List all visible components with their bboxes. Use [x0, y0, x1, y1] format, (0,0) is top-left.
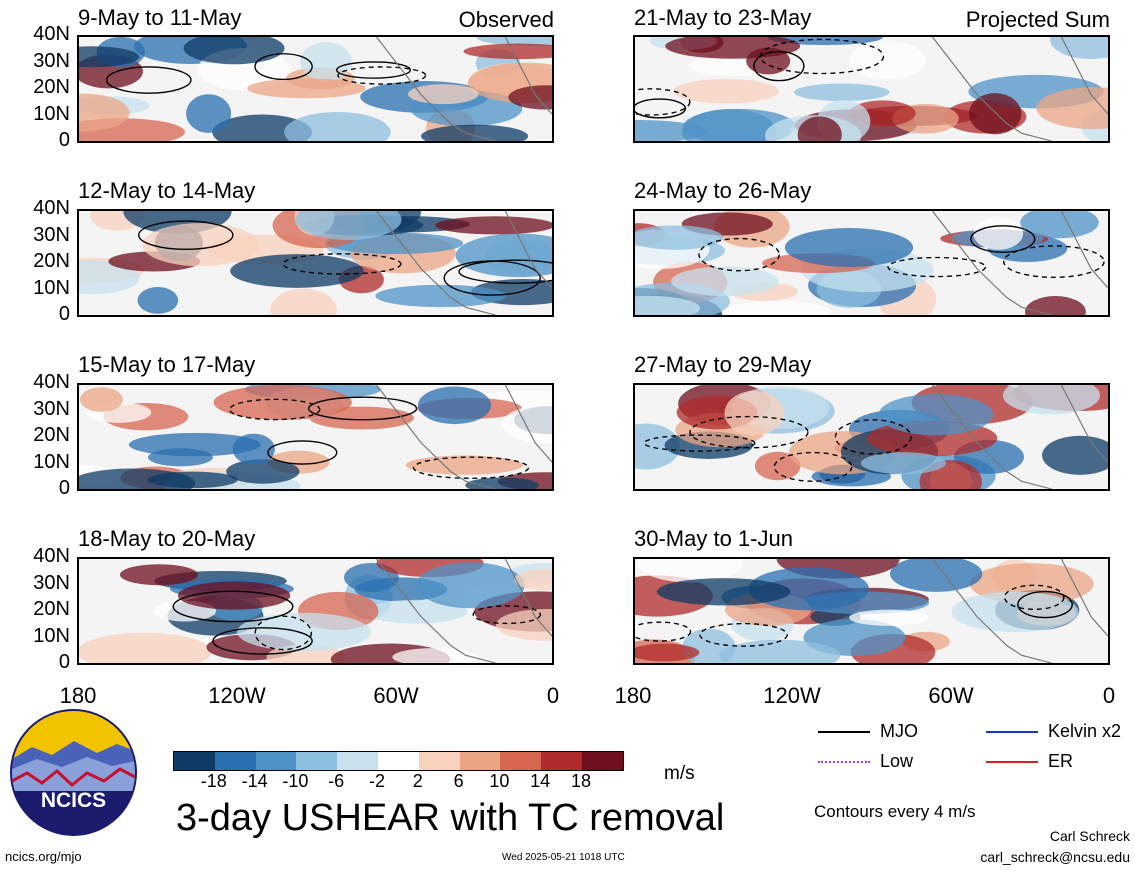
- map-panel-right-4: [633, 557, 1110, 665]
- colorbar-swatch: [296, 752, 338, 770]
- colorbar-tick-label: -10: [282, 771, 309, 791]
- lat-label-row4-20n: 20N: [33, 598, 70, 620]
- panel-title-right-2: 24-May to 26-May: [634, 178, 812, 203]
- panel-tag-observed: Observed: [458, 7, 554, 32]
- colorbar-tick-label: 6: [453, 771, 464, 791]
- lat-label-row3-30n: 30N: [33, 397, 70, 420]
- main-title: 3-day USHEAR with TC removal: [176, 797, 725, 839]
- lat-label-row4-10n: 10N: [33, 624, 70, 647]
- er-line-icon: [986, 760, 1038, 763]
- colorbar: [173, 751, 624, 771]
- lat-label-row1-10n: 10N: [33, 102, 70, 125]
- lat-label-row3-0: 0: [58, 477, 70, 499]
- lat-label-row2-10n: 10N: [33, 276, 70, 299]
- footer-author: Carl Schreck: [1049, 828, 1130, 844]
- panel-title-left-3: 15-May to 17-May: [78, 352, 256, 377]
- map-panel-right-1: [633, 35, 1110, 143]
- legend-label-low: Low: [880, 751, 914, 771]
- colorbar-tick-label: -6: [328, 771, 345, 791]
- colorbar-units: m/s: [664, 763, 695, 784]
- colorbar-swatch: [459, 752, 501, 770]
- mjo-line-icon: [818, 730, 870, 733]
- lat-label-row1-40n: 40N: [33, 23, 70, 45]
- lon-label-left-120w: 120W: [208, 683, 266, 708]
- lat-label-row1-20n: 20N: [33, 76, 70, 98]
- colorbar-tick-label: -2: [368, 771, 386, 791]
- legend-label-kelvin: Kelvin x2: [1048, 721, 1122, 741]
- colorbar-swatch: [500, 752, 542, 770]
- footer-url[interactable]: ncics.org/mjo: [5, 849, 82, 864]
- colorbar-tick-label: -18: [200, 771, 227, 791]
- colorbar-tick-label: 10: [489, 771, 510, 791]
- map-panel-right-3: [633, 383, 1110, 491]
- colorbar-swatch: [418, 752, 460, 770]
- lat-label-row3-10n: 10N: [33, 450, 70, 473]
- kelvin-line-icon: [986, 730, 1038, 733]
- ncics-logo: NCICS: [10, 709, 137, 836]
- contour-note: Contours every 4 m/s: [814, 802, 976, 821]
- lat-label-row4-0: 0: [58, 651, 70, 673]
- panel-title-left-2: 12-May to 14-May: [78, 178, 256, 203]
- lon-label-left-0: 0: [546, 683, 560, 708]
- shear-field-map: [79, 385, 552, 489]
- colorbar-swatch: [377, 752, 419, 770]
- map-panel-right-2: [633, 209, 1110, 317]
- logo-graphic-icon: [12, 711, 135, 834]
- panel-tag-projected: Projected Sum: [965, 7, 1110, 32]
- colorbar-swatch: [255, 752, 297, 770]
- legend-item-kelvin: Kelvin x2: [986, 721, 1121, 742]
- lat-label-row4-30n: 30N: [33, 571, 70, 594]
- colorbar-tick-label: -14: [241, 771, 268, 791]
- colorbar-swatch: [581, 752, 623, 770]
- legend-item-low: Low: [818, 751, 913, 772]
- lon-label-right-120w: 120W: [763, 683, 821, 708]
- legend-item-mjo: MJO: [818, 721, 918, 742]
- lat-label-row2-40n: 40N: [33, 197, 70, 219]
- colorbar-tick-label: 14: [530, 771, 551, 791]
- shear-field-map: [635, 37, 1108, 141]
- lat-label-row4-40n: 40N: [33, 545, 70, 567]
- shear-field-map: [635, 559, 1108, 663]
- colorbar-swatch: [174, 752, 215, 770]
- colorbar-swatch: [337, 752, 378, 770]
- lat-label-row3-40n: 40N: [33, 371, 70, 393]
- map-panel-left-4: [77, 557, 554, 665]
- legend-item-er: ER: [986, 751, 1073, 772]
- colorbar-swatch: [541, 752, 582, 770]
- shear-field-map: [635, 385, 1108, 489]
- map-panel-left-3: [77, 383, 554, 491]
- panel-title-right-1: 21-May to 23-May: [634, 5, 812, 30]
- lat-label-row1-30n: 30N: [33, 49, 70, 72]
- legend-label-er: ER: [1048, 751, 1074, 771]
- lat-label-row3-20n: 20N: [33, 424, 70, 446]
- lat-label-row2-0: 0: [58, 303, 70, 325]
- legend-label-mjo: MJO: [880, 721, 918, 741]
- shear-field-map: [79, 559, 552, 663]
- lon-label-right-0: 0: [1102, 683, 1116, 708]
- shear-field-map: [79, 37, 552, 141]
- colorbar-swatch: [214, 752, 256, 770]
- panel-title-right-4: 30-May to 1-Jun: [634, 526, 793, 551]
- map-panel-left-1: [77, 35, 554, 143]
- lon-label-left-60w: 60W: [373, 683, 419, 708]
- lat-label-row2-20n: 20N: [33, 250, 70, 272]
- shear-field-map: [79, 211, 552, 315]
- lat-label-row2-30n: 30N: [33, 223, 70, 246]
- lon-label-left-180: 180: [59, 683, 97, 708]
- colorbar-tick-label: 2: [412, 771, 423, 791]
- panel-title-left-1: 9-May to 11-May: [78, 5, 242, 30]
- map-panel-left-2: [77, 209, 554, 317]
- shear-field-map: [635, 211, 1108, 315]
- low-line-icon: [818, 760, 870, 763]
- footer-timestamp: Wed 2025-05-21 1018 UTC: [502, 852, 625, 863]
- logo-text: NCICS: [40, 789, 107, 812]
- footer-email[interactable]: carl_schreck@ncsu.edu: [980, 849, 1130, 865]
- colorbar-tick-label: 18: [570, 771, 592, 791]
- panel-title-left-4: 18-May to 20-May: [78, 526, 256, 551]
- lon-label-right-180: 180: [614, 683, 652, 708]
- panel-title-right-3: 27-May to 29-May: [634, 352, 812, 377]
- lat-label-row1-0: 0: [58, 129, 70, 151]
- lon-label-right-60w: 60W: [928, 683, 974, 708]
